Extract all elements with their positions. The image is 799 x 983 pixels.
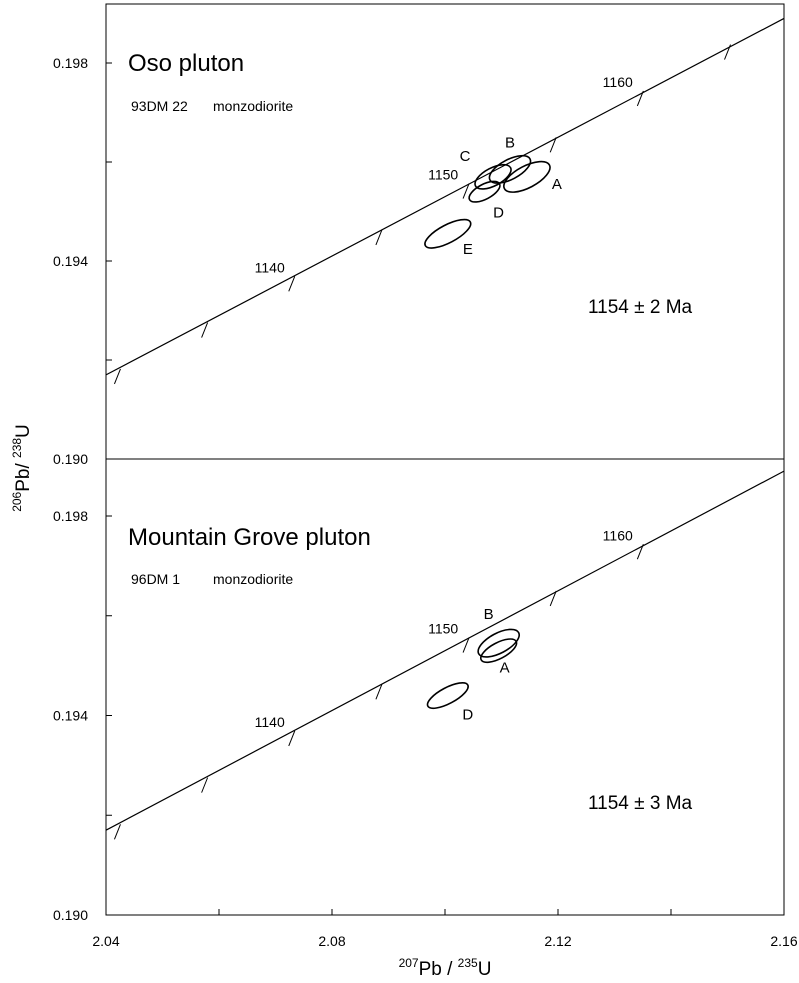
concordia-tick: [462, 637, 470, 653]
error-ellipse: [468, 180, 501, 203]
ellipse-label: C: [460, 148, 471, 165]
y-tick-label: 0.194: [53, 708, 88, 724]
concordia-tick: [201, 322, 209, 338]
concordia-line: [105, 17, 785, 376]
x-axis-label: 207Pb / 235U: [399, 956, 492, 980]
panel-title: Mountain Grove pluton: [128, 524, 371, 551]
age-label: 1154 ± 3 Ma: [588, 793, 693, 814]
error-ellipse: [424, 218, 472, 249]
y-label-mass-u: 238: [10, 438, 24, 458]
x-label-pb: Pb /: [419, 959, 458, 980]
panel-title: Oso pluton: [128, 50, 244, 77]
concordia-tick: [201, 777, 209, 793]
ellipse-label: D: [462, 707, 473, 724]
error-ellipses: [424, 154, 551, 249]
error-ellipses: [426, 628, 520, 710]
concordia-tick: [549, 590, 557, 607]
concordia-tick: [636, 90, 644, 107]
y-tick-labels: 0.190 0.194 0.198: [53, 55, 88, 467]
y-tick-labels: 0.190 0.194 0.198: [53, 508, 88, 923]
concordia-age-label: 1150: [428, 621, 458, 637]
x-label-mass-pb: 207: [399, 956, 419, 970]
concordia-tick: [288, 276, 296, 292]
error-ellipse: [488, 154, 532, 184]
sample-id: 93DM 22: [131, 98, 188, 114]
ellipse-label: D: [493, 205, 504, 222]
concordia-ticks: [113, 544, 644, 840]
ellipse-labels: A B C D E: [460, 134, 562, 257]
ellipse-labels: B A D: [462, 606, 509, 723]
concordia-age-label: 1160: [603, 527, 633, 543]
ellipse-label: B: [505, 134, 515, 151]
panel-mountain-grove: 0.190 0.194 0.198 1140 1150 1160 B A D Mountai…: [53, 458, 785, 923]
concordia-ticks: [113, 44, 731, 385]
y-tick-label: 0.190: [53, 451, 88, 467]
frame-ticks: [105, 515, 785, 916]
concordia-tick: [724, 44, 731, 60]
concordia-tick: [375, 229, 383, 246]
frame-ticks: [106, 62, 784, 460]
ellipse-label: A: [500, 660, 510, 677]
concordia-tick: [113, 824, 121, 840]
concordia-tick: [462, 183, 470, 199]
rock-type: monzodiorite: [213, 98, 293, 114]
age-label: 1154 ± 2 Ma: [588, 297, 693, 318]
x-label-u: U: [478, 959, 492, 980]
error-ellipse: [480, 638, 518, 664]
concordia-age-label: 1150: [428, 167, 458, 183]
error-ellipse: [477, 628, 520, 658]
x-tick-label: 2.12: [544, 933, 571, 949]
y-tick-label: 0.190: [53, 907, 88, 923]
concordia-tick: [375, 684, 383, 700]
concordia-line: [105, 470, 785, 831]
ellipse-label: A: [552, 176, 562, 193]
y-tick-label: 0.198: [53, 55, 88, 71]
y-label-mass-pb: 206: [10, 491, 24, 511]
y-label-u: U: [13, 424, 34, 438]
panel-oso: 0.190 0.194 0.198 1140 1150 1160 A B C D E Oso p…: [53, 3, 785, 467]
ellipse-label: B: [484, 606, 494, 623]
concordia-tick: [636, 544, 644, 560]
y-axis-label: 206Pb/ 238U: [10, 424, 34, 512]
y-tick-label: 0.194: [53, 253, 88, 269]
concordia-labels: 1140 1150 1160: [255, 527, 633, 730]
x-label-mass-u: 235: [458, 956, 478, 970]
x-tick-label: 2.04: [92, 933, 119, 949]
x-tick-labels: 2.04 2.08 2.12 2.16: [92, 933, 797, 949]
concordia-tick: [113, 368, 121, 385]
x-tick-label: 2.16: [770, 933, 797, 949]
concordia-tick: [549, 137, 557, 153]
concordia-age-label: 1160: [603, 74, 633, 90]
concordia-age-label: 1140: [255, 259, 285, 275]
error-ellipse: [503, 160, 551, 193]
concordia-age-label: 1140: [255, 714, 285, 730]
concordia-labels: 1140 1150 1160: [255, 74, 633, 275]
error-ellipse: [474, 163, 512, 190]
y-tick-label: 0.198: [53, 508, 88, 524]
error-ellipse: [426, 682, 469, 710]
ellipse-label: E: [463, 241, 473, 258]
sample-id: 96DM 1: [131, 571, 180, 587]
concordia-tick: [288, 730, 296, 747]
rock-type: monzodiorite: [213, 571, 293, 587]
y-label-pb: Pb/: [13, 458, 34, 492]
x-tick-label: 2.08: [318, 933, 345, 949]
